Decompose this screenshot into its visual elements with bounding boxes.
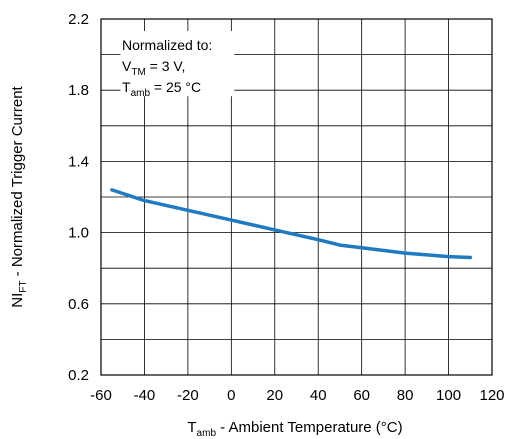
x-tick-label: 60 (353, 387, 370, 404)
x-tick-label: 20 (266, 387, 283, 404)
y-tick-label: 1.4 (68, 153, 89, 170)
annotation-line-2: VTM = 3 V, (122, 58, 185, 78)
y-tick-labels: 0.2 0.6 1.0 1.4 1.8 2.2 (68, 11, 89, 384)
series-line-0 (110, 188, 473, 260)
annotation-box: Normalized to: VTM = 3 V, Tamb = 25 °C (120, 31, 235, 99)
x-tick-label: 0 (227, 387, 235, 404)
annotation-line-3-main: T (122, 79, 131, 95)
x-tick-label: 100 (436, 387, 461, 404)
series-lines (110, 188, 473, 260)
annotation-line-3-sub: amb (131, 88, 151, 99)
y-tick-label: 2.2 (68, 11, 89, 28)
x-tick-label: -20 (177, 387, 199, 404)
annotation-line-3: Tamb = 25 °C (122, 79, 201, 99)
y-tick-label: 1.8 (68, 82, 89, 99)
annotation-line-3-rest: = 25 °C (150, 79, 201, 95)
y-tick-label: 1.0 (68, 225, 89, 242)
x-tick-label: 80 (397, 387, 414, 404)
y-axis-title: NIFT - Normalized Trigger Current (9, 85, 29, 307)
x-tick-label: -40 (134, 387, 156, 404)
x-axis-title-rest: - Ambient Temperature (°C) (216, 419, 403, 436)
x-tick-label: -60 (90, 387, 112, 404)
annotation-line-1: Normalized to: (122, 37, 212, 53)
annotation-line-2-main: V (122, 58, 132, 74)
x-tick-labels: -60 -40 -20 0 20 40 60 80 100 120 (90, 387, 504, 404)
y-axis-title-rest: - Normalized Trigger Current (9, 85, 26, 280)
x-axis-title: Tamb - Ambient Temperature (°C) (187, 419, 402, 439)
x-axis-title-main: T (187, 419, 196, 436)
y-tick-label: 0.2 (68, 367, 89, 384)
annotation-line-2-sub: TM (131, 67, 145, 78)
annotation-background (120, 31, 235, 97)
x-tick-label: 40 (310, 387, 327, 404)
plot-frame (100, 18, 493, 376)
x-tick-label: 120 (479, 387, 504, 404)
y-axis-title-main: NI (9, 293, 26, 308)
x-axis-title-sub: amb (197, 428, 217, 439)
y-tick-label: 0.6 (68, 296, 89, 313)
y-axis-title-sub: FT (18, 281, 29, 293)
annotation-line-2-rest: = 3 V, (146, 58, 186, 74)
